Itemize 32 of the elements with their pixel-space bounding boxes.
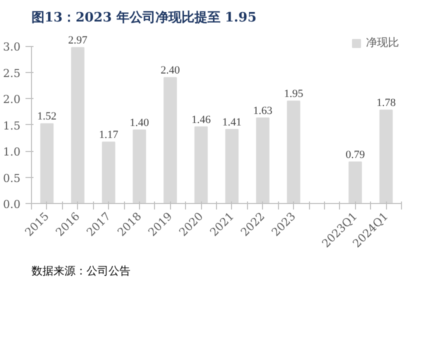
data-label: 2.97: [68, 34, 88, 47]
data-label: 1.17: [98, 129, 119, 142]
y-tick-label: 0.0: [3, 198, 21, 211]
y-tick-label: 2.0: [3, 93, 21, 106]
y-tick-label: 3.0: [3, 40, 21, 54]
chart-title: 图13：2023 年公司净现比提至 1.95: [32, 10, 256, 26]
bar: [286, 100, 300, 204]
data-label: 2.40: [160, 64, 180, 77]
data-label: 1.40: [130, 117, 150, 130]
data-label: 1.52: [37, 110, 57, 123]
data-label: 0.79: [346, 149, 366, 162]
y-tick-label: 2.5: [3, 66, 21, 80]
bar: [256, 117, 270, 204]
bar: [40, 123, 54, 204]
source-note: 数据来源：公司公告: [32, 264, 130, 278]
bar: [348, 162, 362, 204]
data-label: 1.46: [191, 114, 212, 126]
data-label: 1.41: [222, 116, 242, 129]
bar: [194, 126, 208, 204]
bar: [164, 77, 177, 204]
bar: [132, 130, 146, 204]
bar: [379, 110, 393, 204]
bar: [71, 47, 84, 204]
bar: [225, 129, 239, 204]
y-tick-label: 0.5: [3, 172, 21, 185]
y-tick-label: 1.5: [3, 119, 21, 132]
data-label: 1.63: [253, 104, 273, 117]
y-tick-label: 1.0: [3, 146, 21, 159]
data-label: 1.78: [376, 97, 396, 110]
bar: [102, 142, 116, 204]
legend-label: 净现比: [366, 35, 399, 50]
data-label: 1.95: [284, 88, 304, 100]
